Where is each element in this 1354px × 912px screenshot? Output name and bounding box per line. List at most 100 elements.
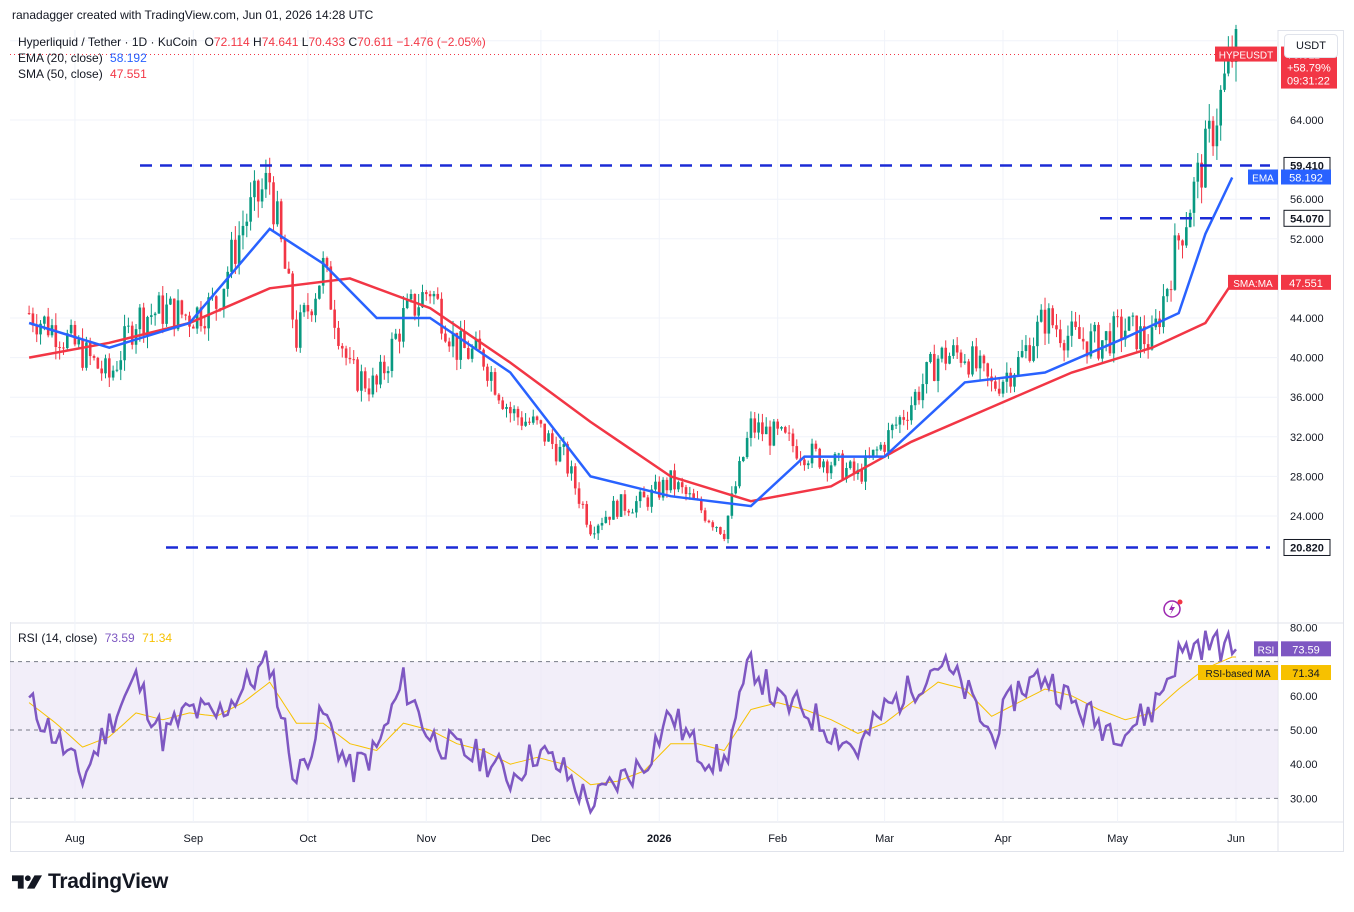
- candle-body: [115, 369, 119, 371]
- candle-body: [535, 416, 539, 421]
- ema-legend[interactable]: EMA (20, close) 58.192: [18, 50, 147, 66]
- rsi-legend[interactable]: RSI (14, close) 73.59 71.34: [18, 630, 172, 646]
- candle-body: [58, 347, 61, 349]
- rsi-tick-label: 60.00: [1290, 691, 1318, 703]
- candle-body: [619, 494, 623, 517]
- candle-body: [570, 466, 573, 474]
- close-label: C: [348, 35, 358, 49]
- candle: [780, 426, 783, 431]
- candle: [722, 529, 726, 542]
- candle: [337, 320, 340, 350]
- candle: [1173, 223, 1177, 291]
- candle: [1123, 318, 1127, 347]
- candle: [1196, 153, 1200, 199]
- candle-body: [635, 501, 638, 513]
- rsi-tag-box: [1254, 641, 1278, 657]
- currency-button[interactable]: USDT: [1284, 34, 1338, 58]
- candle-body: [913, 391, 917, 406]
- candle-body: [119, 360, 123, 370]
- candle: [344, 345, 348, 366]
- candle-body: [482, 349, 485, 367]
- candle-body: [902, 417, 906, 420]
- candle-body: [348, 357, 352, 360]
- symbol-title[interactable]: Hyperliquid / Tether · 1D · KuCoin: [18, 35, 198, 49]
- candle: [826, 459, 829, 482]
- candle-body: [1097, 324, 1100, 359]
- candle-body: [493, 372, 497, 395]
- candle: [92, 354, 96, 361]
- candle: [661, 477, 665, 501]
- candle-body: [615, 500, 619, 517]
- candle-body: [73, 324, 77, 345]
- candle: [1211, 116, 1215, 156]
- candle-body: [69, 324, 73, 334]
- candle: [677, 480, 680, 493]
- candle: [657, 476, 661, 500]
- candle-body: [512, 408, 516, 414]
- candle-body: [222, 288, 226, 310]
- candle-body: [256, 180, 260, 202]
- candle-body: [192, 326, 195, 329]
- ema-value-tag: [1281, 169, 1331, 185]
- chart-credit: ranadagger created with TradingView.com,…: [12, 8, 374, 22]
- candle: [1200, 154, 1203, 204]
- candle-body: [1051, 308, 1054, 326]
- candle-body: [81, 339, 84, 368]
- candle-body: [852, 461, 856, 475]
- symbol-tag-label: HYPEUSDT: [1219, 51, 1273, 62]
- candle: [405, 293, 409, 310]
- current-price-tag-line: 09:31:22: [1287, 76, 1330, 88]
- candle-body: [955, 345, 959, 353]
- candle: [180, 299, 184, 319]
- candle: [253, 170, 256, 211]
- candle-body: [734, 486, 737, 494]
- candle-body: [295, 319, 298, 348]
- candle: [673, 463, 676, 498]
- sma-value-label: 47.551: [1289, 278, 1323, 290]
- candle-body: [333, 309, 336, 328]
- candle-body: [810, 443, 814, 464]
- candle-body: [1192, 181, 1196, 213]
- candle: [287, 261, 291, 274]
- candle-body: [906, 419, 909, 421]
- candle: [363, 367, 367, 393]
- candle: [997, 378, 1001, 397]
- candle: [1043, 297, 1047, 345]
- candle-body: [405, 299, 409, 309]
- candle: [554, 436, 558, 466]
- candle: [742, 456, 745, 463]
- brand-name: TradingView: [48, 870, 169, 893]
- symbol-tag-box: [1215, 46, 1277, 62]
- candle: [333, 299, 336, 340]
- candle-body: [650, 489, 653, 507]
- candle: [127, 317, 130, 334]
- candle: [1036, 315, 1039, 359]
- price-tick-label: 52.000: [1290, 234, 1324, 246]
- candle: [635, 495, 638, 518]
- sma-legend[interactable]: SMA (50, close) 47.551: [18, 66, 147, 82]
- candle: [1085, 341, 1089, 364]
- candle: [65, 329, 69, 351]
- candle-body: [176, 300, 180, 330]
- candle-body: [409, 293, 413, 300]
- level-tag-label: 20.820: [1290, 542, 1324, 554]
- candle-body: [677, 482, 680, 490]
- candle: [719, 526, 722, 535]
- rsi-ma-legend-value: 71.34: [142, 631, 173, 645]
- tradingview-logo[interactable]: TradingView: [12, 870, 168, 894]
- candle-body: [963, 361, 967, 363]
- candle: [318, 285, 321, 300]
- ema-legend-label: EMA (20, close): [18, 51, 103, 65]
- candle-body: [806, 463, 810, 466]
- candle-body: [340, 345, 344, 349]
- candle: [386, 366, 390, 384]
- candle: [390, 332, 394, 378]
- candle-body: [127, 325, 130, 327]
- level-tag-label: 59.410: [1290, 160, 1324, 172]
- candle: [1169, 280, 1173, 302]
- level-tag-box: [1283, 538, 1331, 556]
- candle-body: [283, 239, 287, 269]
- candle: [230, 231, 233, 279]
- candle-body: [997, 388, 1001, 394]
